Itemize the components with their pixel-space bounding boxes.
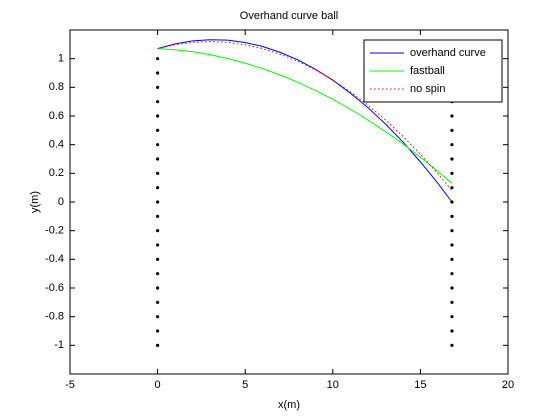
marker-dot: [156, 100, 160, 104]
y-tick-label: -0.8: [45, 311, 64, 323]
series-line: [157, 41, 453, 191]
marker-dot: [156, 272, 160, 276]
x-axis-label: x(m): [278, 399, 300, 411]
marker-dot: [156, 143, 160, 147]
x-tick-label: 10: [327, 379, 339, 391]
marker-dot: [450, 315, 454, 319]
marker-dot: [450, 272, 454, 276]
x-tick-label: 15: [414, 379, 426, 391]
series-line: [157, 48, 453, 184]
y-tick-label: -0.6: [45, 282, 64, 294]
y-tick-label: 0.6: [49, 110, 64, 122]
y-tick-label: 0: [58, 196, 64, 208]
marker-dot: [156, 200, 160, 204]
marker-dot: [450, 257, 454, 261]
chart-title: Overhand curve ball: [240, 10, 338, 22]
y-tick-label: -0.4: [45, 253, 64, 265]
y-tick-label: 0.2: [49, 167, 64, 179]
y-tick-label: 0.8: [49, 81, 64, 93]
marker-dot: [450, 200, 454, 204]
marker-dot: [450, 186, 454, 190]
marker-dot: [156, 243, 160, 247]
y-tick-label: 1: [58, 53, 64, 65]
marker-dot: [450, 114, 454, 118]
marker-dot: [450, 329, 454, 333]
legend-label: fastball: [410, 65, 445, 77]
legend-label: no spin: [410, 83, 445, 95]
marker-dot: [450, 128, 454, 132]
marker-dot: [156, 315, 160, 319]
x-tick-label: 5: [242, 379, 248, 391]
y-tick-label: -1: [54, 339, 64, 351]
marker-dot: [156, 286, 160, 290]
series-line: [157, 39, 453, 203]
marker-dot: [450, 171, 454, 175]
marker-dot: [156, 186, 160, 190]
marker-dot: [156, 128, 160, 132]
marker-dot: [450, 300, 454, 304]
marker-dot: [156, 85, 160, 89]
marker-dot: [156, 157, 160, 161]
marker-dot: [156, 300, 160, 304]
marker-dot: [156, 257, 160, 261]
marker-dot: [450, 157, 454, 161]
marker-dot: [450, 343, 454, 347]
marker-dot: [156, 71, 160, 75]
marker-dot: [156, 171, 160, 175]
marker-dot: [156, 229, 160, 233]
marker-dot: [156, 329, 160, 333]
marker-dot: [156, 114, 160, 118]
y-tick-label: 0.4: [49, 139, 64, 151]
marker-dot: [450, 143, 454, 147]
marker-dot: [450, 214, 454, 218]
marker-dot: [156, 57, 160, 61]
marker-dot: [156, 343, 160, 347]
x-tick-label: 20: [502, 379, 514, 391]
marker-dot: [156, 214, 160, 218]
marker-dot: [450, 286, 454, 290]
marker-dot: [450, 229, 454, 233]
y-tick-label: -0.2: [45, 225, 64, 237]
x-tick-label: -5: [65, 379, 75, 391]
legend-label: overhand curve: [410, 47, 486, 59]
marker-dot: [450, 243, 454, 247]
x-tick-label: 0: [155, 379, 161, 391]
y-axis-label: y(m): [29, 191, 41, 213]
